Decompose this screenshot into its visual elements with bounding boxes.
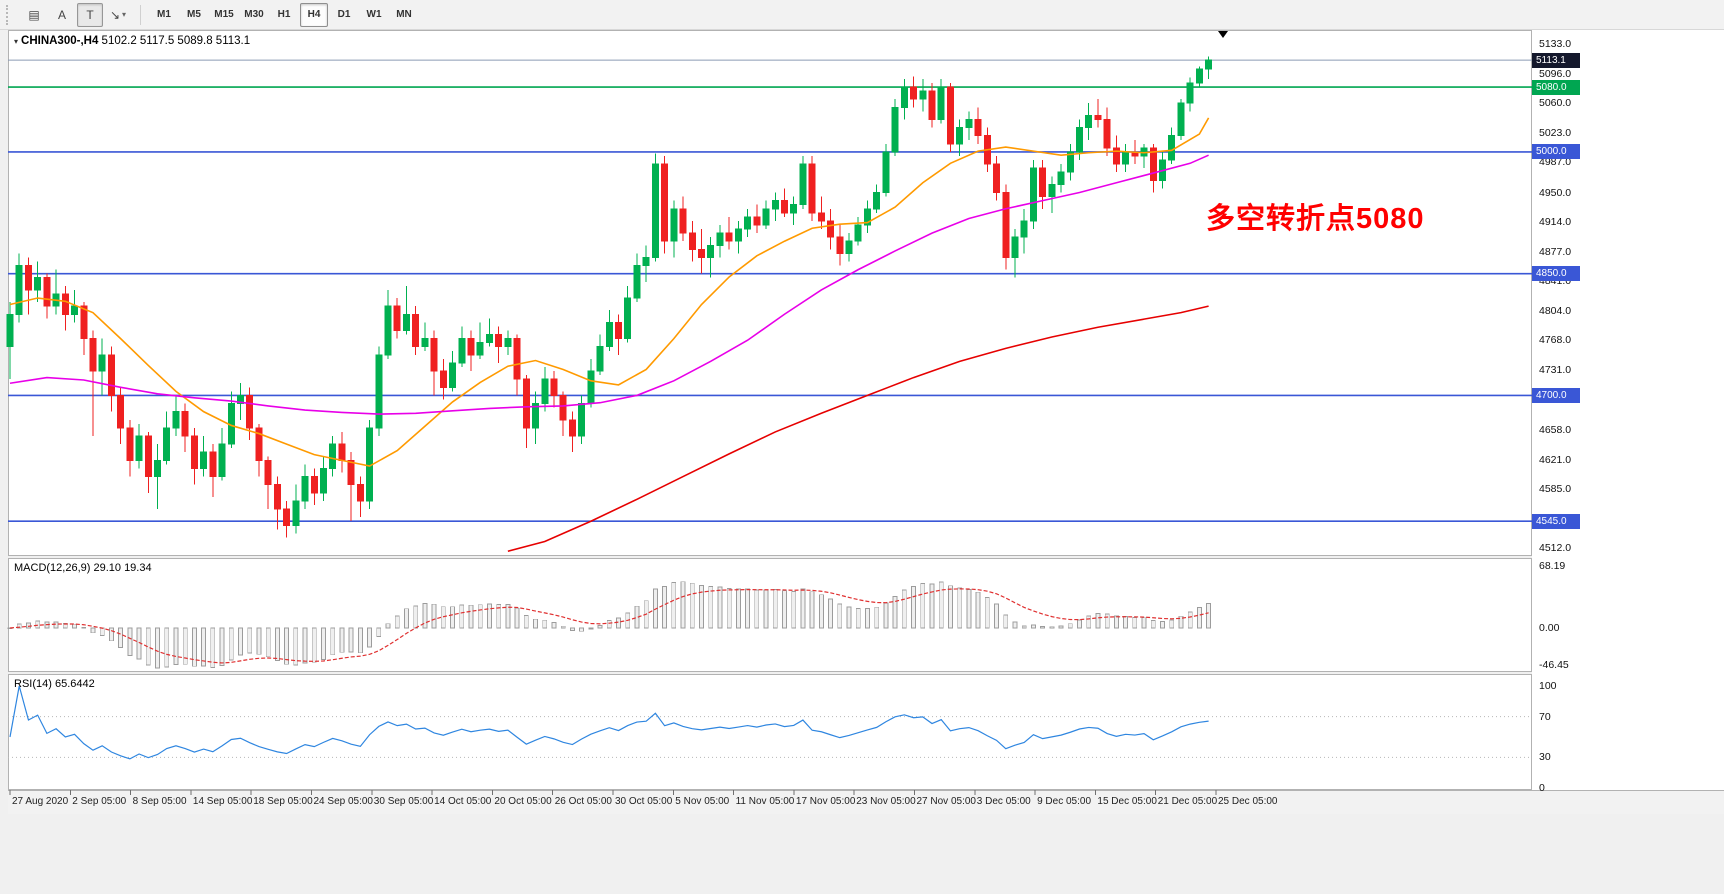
date-label: 30 Oct 05:00 [615,796,673,807]
date-label: 11 Nov 05:00 [735,796,795,807]
date-label: 26 Oct 05:00 [554,796,612,807]
level-tag: 4545.0 [1532,513,1580,529]
timeframe-button-M30[interactable]: M30 [244,9,264,20]
date-label: 21 Dec 05:00 [1157,796,1218,807]
date-label: 20 Oct 05:00 [494,796,552,807]
macd-name: MACD(12,26,9) [14,562,91,574]
chart-text-annotation[interactable]: 多空转折点5080 [1206,203,1425,235]
price-axis[interactable]: 5133.0 5096.0 5060.0 5023.0 4987.0 4950.0 4914… [1532,30,1724,794]
rsi-indicator-label: RSI(14) 65.6442 [14,678,95,690]
timeframe-button-M15[interactable]: M15 [214,9,234,20]
date-label: 14 Oct 05:00 [434,796,492,807]
timeframe-button-MN[interactable]: MN [396,9,412,20]
arrow-draw-tool[interactable]: ↘ ▾ [109,7,127,22]
timeframe-button-H1[interactable]: H1 [277,9,291,20]
drawing-tools-group: ▤ A T ↘ ▾ [20,2,132,27]
text-label-t-tool[interactable]: T [77,2,103,27]
date-label: 30 Sep 05:00 [373,796,434,807]
rsi-axis-label: 0 [1539,782,1545,794]
symbol-period-label: CHINA300-,H4 [21,35,99,47]
price-tick-label: 5133.0 [1539,38,1572,50]
chart-title: ▾ CHINA300-,H4 5102.2 5117.5 5089.8 5113.… [14,35,250,47]
dropdown-caret-icon: ▾ [122,10,127,19]
time-axis[interactable]: 27 Aug 2020 2 Sep 05:00 8 Sep 05:00 14 Sep … [8,790,1724,815]
price-tick-label: 4804.0 [1539,305,1572,317]
date-label: 15 Dec 05:00 [1097,796,1157,807]
price-tick-label: 4914.0 [1539,215,1572,228]
date-label: 24 Sep 05:00 [313,796,374,807]
price-tick-label: 4512.0 [1539,542,1572,554]
price-tick-label: 4877.0 [1539,245,1572,258]
level-tag: 4700.0 [1532,387,1580,403]
price-tick-label: 4950.0 [1539,186,1572,199]
level-tag: 4850.0 [1532,266,1580,282]
toolbar-divider [140,4,141,25]
price-tick-label: 5023.0 [1539,127,1572,140]
date-label: 5 Nov 05:00 [675,796,730,807]
chart-shift-marker-icon [1218,31,1228,38]
macd-values: 29.10 19.34 [93,562,152,574]
top-toolbar: ▤ A T ↘ ▾ M1 M5 M15 M30 H1 H4 D1 W1 MN [0,0,1724,30]
date-label: 8 Sep 05:00 [132,796,187,807]
chart-objects-tool[interactable]: ▤ [28,7,40,22]
rsi-axis-label: 70 [1539,710,1551,723]
ohlc-readout: 5102.2 5117.5 5089.8 5113.1 [101,35,251,47]
date-label: 17 Nov 05:00 [795,796,856,807]
bottom-empty-area [0,814,1724,894]
timeframe-button-H4[interactable]: H4 [300,2,328,27]
date-label: 14 Sep 05:00 [192,796,253,807]
rsi-panel[interactable] [8,674,1532,790]
price-tick-label: 4658.0 [1539,423,1572,436]
timeframe-button-M5[interactable]: M5 [187,9,201,20]
macd-axis-label: 0.00 [1539,622,1560,634]
date-label: 23 Nov 05:00 [856,796,916,807]
main-chart-panel[interactable] [8,30,1532,556]
level-tag: 5080.0 [1532,79,1580,95]
price-tick-label: 4987.0 [1539,156,1572,169]
rsi-name: RSI(14) [14,678,52,690]
timeframe-button-M1[interactable]: M1 [157,9,171,20]
macd-axis-label: -46.45 [1539,659,1569,671]
price-tick-label: 4768.0 [1539,334,1572,347]
price-tick-label: 4621.0 [1539,453,1572,466]
price-tick-label: 5060.0 [1539,97,1572,110]
timeframes-group: M1 M5 M15 M30 H1 H4 D1 W1 MN [149,2,419,27]
date-label: 3 Dec 05:00 [976,796,1031,807]
timeframe-button-D1[interactable]: D1 [337,9,351,20]
toolbar-drag-handle[interactable] [6,4,14,25]
rsi-value: 65.6442 [54,678,95,690]
rsi-axis-label: 30 [1539,751,1551,764]
macd-panel[interactable] [8,558,1532,672]
date-label: 27 Nov 05:00 [916,796,977,807]
date-label: 25 Dec 05:00 [1218,796,1278,807]
macd-indicator-label: MACD(12,26,9) 29.10 19.34 [14,562,152,574]
price-tick-label: 4585.0 [1539,482,1572,495]
bid-price-tag: 5113.1 [1532,52,1580,68]
text-label-a-tool[interactable]: A [57,7,66,22]
rsi-axis-label: 100 [1539,680,1557,692]
price-tick-label: 5096.0 [1539,68,1572,81]
level-tag: 5000.0 [1532,144,1580,160]
timeframe-button-W1[interactable]: W1 [366,9,382,20]
date-label: 18 Sep 05:00 [253,796,313,807]
date-label: 9 Dec 05:00 [1037,796,1092,807]
macd-axis-label: 68.19 [1539,560,1566,572]
date-label: 2 Sep 05:00 [72,796,127,807]
date-label: 27 Aug 2020 [12,796,69,807]
symbol-dropdown-icon[interactable]: ▾ [14,37,19,46]
price-tick-label: 4731.0 [1539,364,1572,377]
